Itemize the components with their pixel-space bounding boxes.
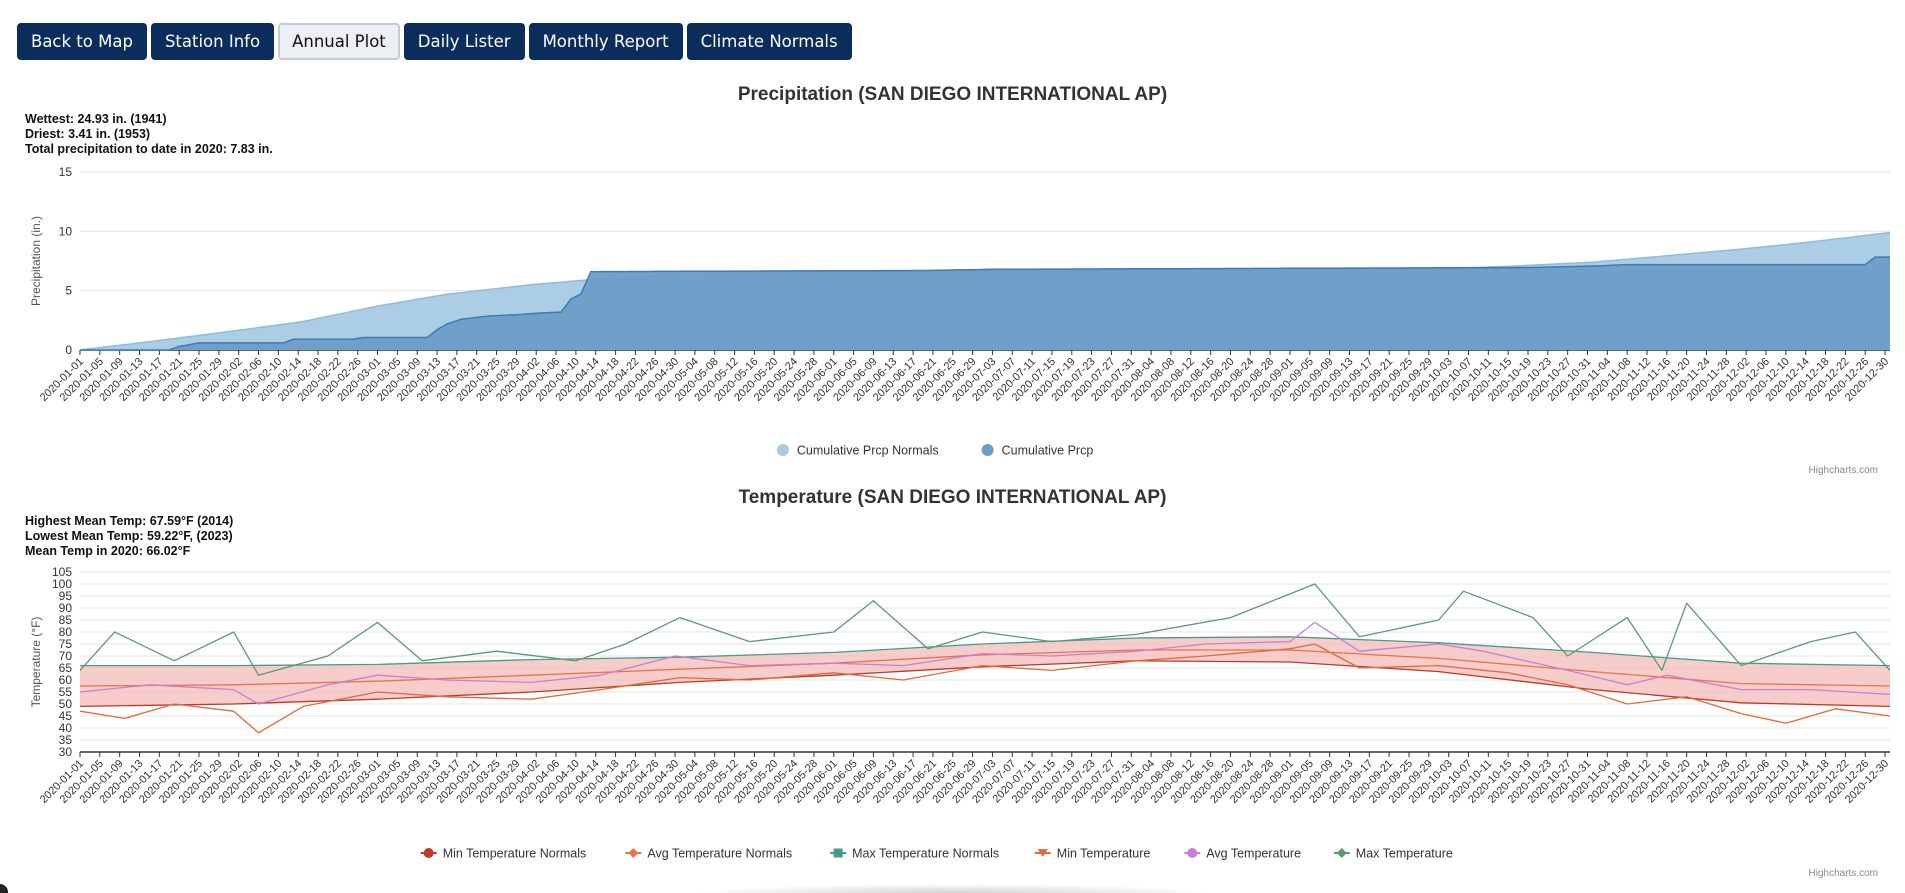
bottom-shadow xyxy=(690,884,1220,893)
legend-label-cumulative-prcp-normals: Cumulative Prcp Normals xyxy=(797,444,939,458)
precip-y-tick-label: 15 xyxy=(59,165,73,179)
precip-total-note: Total precipitation to date in 2020: 7.8… xyxy=(25,142,273,156)
temp-y-tick-label: 45 xyxy=(59,709,73,723)
annual-plot-button[interactable]: Annual Plot xyxy=(278,23,400,60)
legend-marker-max-temperature xyxy=(1336,848,1347,858)
legend-marker-min-temperature-normals xyxy=(423,848,434,858)
legend-marker-avg-temperature-normals xyxy=(628,848,639,858)
nav-button-bar: Back to Map Station Info Annual Plot Dai… xyxy=(17,23,852,60)
legend-label-avg-temperature: Avg Temperature xyxy=(1206,847,1301,861)
legend-label-avg-temperature-normals: Avg Temperature Normals xyxy=(647,847,792,861)
legend-marker-cumulative-prcp xyxy=(981,444,994,456)
temp-chart: 30354045505560657075808590951001052020-0… xyxy=(29,565,1891,861)
station-info-button[interactable]: Station Info xyxy=(150,23,275,60)
legend-item-cumulative-prcp-normals: Cumulative Prcp Normals xyxy=(776,444,939,458)
legend-marker-min-temperature xyxy=(1037,849,1048,857)
legend-item-min-temperature: Min Temperature xyxy=(1034,847,1151,861)
temp-y-tick-label: 40 xyxy=(59,721,73,735)
temp-y-tick-label: 85 xyxy=(59,613,73,627)
precip-legend: Cumulative Prcp Normals Cumulative Prcp xyxy=(776,444,1094,458)
temp-highest-note: Highest Mean Temp: 67.59°F (2014) xyxy=(25,514,234,528)
legend-label-min-temperature: Min Temperature xyxy=(1057,847,1151,861)
legend-item-min-temperature-normals: Min Temperature Normals xyxy=(420,847,587,861)
back-to-map-button[interactable]: Back to Map xyxy=(17,23,147,60)
legend-label-max-temperature: Max Temperature xyxy=(1356,847,1453,861)
legend-marker-avg-temperature xyxy=(1187,848,1198,858)
legend-label-cumulative-prcp: Cumulative Prcp xyxy=(1002,444,1094,458)
climate-normals-button[interactable]: Climate Normals xyxy=(686,23,852,60)
precip-chart-title: Precipitation (SAN DIEGO INTERNATIONAL A… xyxy=(737,84,1168,105)
temp-y-axis-title: Temperature (°F) xyxy=(29,617,43,708)
temp-line-max-temperature-normals xyxy=(80,636,1891,667)
temp-chart-title: Temperature (SAN DIEGO INTERNATIONAL AP) xyxy=(738,487,1167,508)
temp-line-min-temperature xyxy=(79,643,1891,734)
temp-y-tick-label: 80 xyxy=(59,625,73,639)
legend-marker-cumulative-prcp-normals xyxy=(776,444,789,456)
temp-credit[interactable]: Highcharts.com xyxy=(1808,868,1878,879)
temp-y-tick-label: 65 xyxy=(59,661,73,675)
temp-y-tick-label: 105 xyxy=(52,565,72,579)
legend-item-max-temperature: Max Temperature xyxy=(1333,847,1453,861)
temp-y-tick-label: 30 xyxy=(59,745,73,759)
temp-notes: Highest Mean Temp: 67.59°F (2014) Lowest… xyxy=(25,514,233,559)
temp-y-tick-label: 70 xyxy=(59,649,73,663)
temp-normal-band xyxy=(80,636,1890,707)
temp-y-tick-label: 60 xyxy=(59,673,73,687)
legend-item-avg-temperature: Avg Temperature xyxy=(1184,847,1301,861)
precip-credit[interactable]: Highcharts.com xyxy=(1808,465,1878,476)
precip-y-tick-label: 10 xyxy=(59,224,73,238)
precip-wettest-note: Wettest: 24.93 in. (1941) xyxy=(25,112,167,126)
temp-y-tick-label: 100 xyxy=(52,577,72,591)
precip-line-cumulative-prcp xyxy=(80,256,1890,351)
temp-y-tick-label: 75 xyxy=(59,637,73,651)
legend-item-max-temperature-normals: Max Temperature Normals xyxy=(830,847,999,861)
legend-label-min-temperature-normals: Min Temperature Normals xyxy=(443,847,587,861)
temp-y-tick-label: 35 xyxy=(59,733,73,747)
legend-item-avg-temperature-normals: Avg Temperature Normals xyxy=(625,847,792,861)
precip-driest-note: Driest: 3.41 in. (1953) xyxy=(25,127,151,141)
temp-y-tick-label: 55 xyxy=(59,685,73,699)
temp-line-avg-temperature-normals xyxy=(79,649,1891,687)
legend-label-max-temperature-normals: Max Temperature Normals xyxy=(852,847,999,861)
precip-y-tick-label: 0 xyxy=(65,343,72,357)
monthly-report-button[interactable]: Monthly Report xyxy=(528,23,683,60)
temp-line-avg-temperature xyxy=(79,621,1891,705)
precip-notes: Wettest: 24.93 in. (1941) Driest: 3.41 i… xyxy=(25,112,273,157)
precip-area-cumulative-prcp xyxy=(80,257,1890,350)
precip-y-axis-title: Precipitation (in.) xyxy=(29,216,43,306)
temp-line-min-temperature-normals xyxy=(79,660,1891,708)
daily-lister-button[interactable]: Daily Lister xyxy=(403,23,525,60)
temp-y-tick-label: 95 xyxy=(59,589,73,603)
corner-mark xyxy=(0,884,8,893)
precip-chart: 0510152020-01-012020-01-052020-01-092020… xyxy=(29,165,1891,458)
temp-y-tick-label: 50 xyxy=(59,697,73,711)
legend-marker-max-temperature-normals xyxy=(833,848,843,858)
legend-item-cumulative-prcp: Cumulative Prcp xyxy=(981,444,1094,458)
precip-y-tick-label: 5 xyxy=(65,284,72,298)
temp-lowest-note: Lowest Mean Temp: 59.22°F, (2023) xyxy=(25,529,233,543)
temp-legend: Min Temperature Normals Avg Temperature N… xyxy=(420,847,1453,861)
temp-y-tick-label: 90 xyxy=(59,601,73,615)
temp-line-max-temperature xyxy=(79,583,1891,676)
temp-mean-note: Mean Temp in 2020: 66.02°F xyxy=(25,544,191,558)
